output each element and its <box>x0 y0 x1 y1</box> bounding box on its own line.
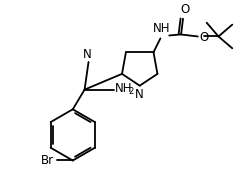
Text: O: O <box>200 31 209 44</box>
Text: O: O <box>180 3 190 16</box>
Text: NH: NH <box>115 82 132 95</box>
Text: N: N <box>135 88 144 101</box>
Text: NH: NH <box>153 22 170 36</box>
Text: 2: 2 <box>128 87 133 96</box>
Text: Br: Br <box>41 154 54 167</box>
Text: N: N <box>83 48 92 61</box>
